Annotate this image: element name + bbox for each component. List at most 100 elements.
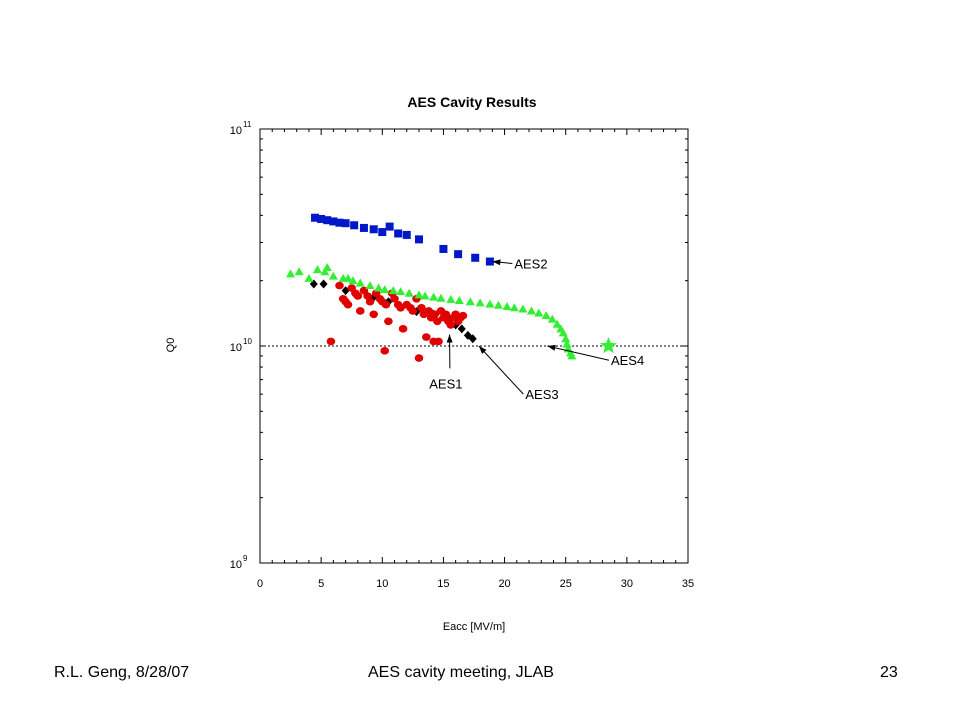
aes4-point — [502, 302, 512, 311]
aes4-point — [493, 300, 503, 309]
aes1-point — [433, 317, 442, 326]
aes4-star-point — [599, 337, 618, 354]
aes4-point — [348, 276, 358, 285]
x-tick-label: 30 — [621, 578, 633, 590]
aes4-point — [380, 285, 390, 294]
aes3-annotation-label: AES3 — [525, 387, 558, 402]
aes1-point — [335, 281, 344, 290]
aes1-point — [458, 311, 468, 320]
y-tick-label-exponent: 10 — [243, 337, 252, 346]
footer-author-date: R.L. Geng, 8/28/07 — [54, 664, 190, 681]
aes1-point — [381, 300, 391, 309]
aes4-point — [465, 297, 475, 306]
aes2-point — [454, 250, 463, 259]
aes2-point — [335, 218, 344, 227]
aes2-point — [350, 221, 359, 230]
y-tick-label: 10 — [230, 125, 242, 137]
aes2-point — [414, 235, 423, 244]
x-tick-label: 5 — [318, 578, 324, 590]
aes4-point — [286, 269, 296, 278]
aes4-point — [475, 298, 485, 307]
aes4-point — [541, 311, 551, 320]
aes1-point — [446, 321, 456, 329]
aes3-point — [457, 324, 466, 334]
aes2-point — [394, 229, 403, 238]
x-axis-label: Eacc [MV/m] — [443, 621, 505, 633]
aes2-point — [317, 214, 326, 223]
y-tick-label-exponent: 9 — [243, 554, 248, 563]
aes2-annotation-label: AES2 — [514, 256, 547, 271]
aes4-point — [561, 334, 571, 343]
aes4-point — [436, 293, 446, 302]
aes4-point — [328, 271, 338, 280]
aes3-arrow-line — [478, 345, 524, 395]
aes4-point — [396, 287, 406, 296]
aes4-point — [365, 281, 375, 290]
x-tick-label: 0 — [257, 578, 263, 590]
aes4-point — [320, 267, 330, 276]
aes2-point — [341, 219, 350, 228]
x-tick-label: 35 — [682, 578, 694, 590]
aes3-point — [468, 334, 477, 344]
aes4-annotation-label: AES4 — [611, 353, 644, 368]
aes4-point — [388, 286, 398, 295]
aes1-point — [363, 292, 372, 300]
aes4-point — [420, 291, 430, 300]
aes2-point — [329, 217, 338, 226]
aes4-point — [414, 290, 424, 299]
aes1-point — [384, 317, 393, 326]
aes4-point — [552, 319, 562, 328]
y-tick-label: 10 — [230, 342, 242, 354]
aes2-point — [439, 244, 448, 253]
aes4-point — [429, 292, 439, 301]
aes2-point — [369, 225, 378, 234]
aes1-annotation-label: AES1 — [429, 376, 462, 391]
aes2-point — [378, 228, 387, 237]
aes1-point — [434, 337, 443, 346]
aes3-arrow-head — [478, 346, 487, 354]
x-tick-label: 15 — [437, 578, 449, 590]
y-tick-label-exponent: 11 — [243, 120, 252, 129]
aes4-point — [534, 308, 544, 317]
aes1-point — [422, 333, 431, 341]
aes4-point — [312, 265, 322, 274]
aes3-point — [319, 279, 328, 289]
aes2-point — [323, 216, 332, 225]
aes2-point — [311, 213, 320, 222]
aes2-arrow-head — [492, 259, 501, 266]
aes1-point — [441, 310, 451, 319]
aes2-point — [471, 253, 480, 262]
aes2-point — [402, 230, 411, 239]
x-tick-label: 20 — [498, 578, 510, 590]
x-tick-label: 10 — [376, 578, 388, 590]
aes4-point — [404, 288, 414, 297]
aes1-point — [355, 307, 365, 315]
aes1-point — [408, 307, 418, 315]
y-axis-label: Q0 — [165, 338, 177, 353]
aes4-point — [304, 273, 314, 282]
aes2-point — [385, 222, 394, 231]
aes4-point — [509, 303, 519, 312]
aes1-point — [417, 303, 426, 312]
aes4-point — [558, 328, 568, 337]
aes1-point — [390, 295, 399, 303]
x-tick-label: 25 — [560, 578, 572, 590]
aes4-point — [567, 351, 577, 360]
footer-meeting-title: AES cavity meeting, JLAB — [368, 664, 554, 681]
aes1-arrow-head — [446, 334, 453, 343]
footer-page-number: 23 — [880, 664, 898, 681]
aes1-point — [398, 325, 408, 333]
aes4-point — [294, 267, 304, 276]
aes1-point — [353, 292, 363, 300]
aes1-point — [414, 354, 424, 362]
aes4-point — [526, 306, 536, 315]
aes4-point — [454, 296, 464, 305]
aes4-arrow-line — [547, 345, 610, 361]
y-tick-label: 10 — [230, 559, 242, 571]
aes4-point — [547, 314, 557, 323]
aes4-point — [322, 263, 332, 272]
chart-title: AES Cavity Results — [407, 94, 536, 110]
aes4-point — [355, 278, 365, 287]
aes1-point — [365, 297, 375, 306]
